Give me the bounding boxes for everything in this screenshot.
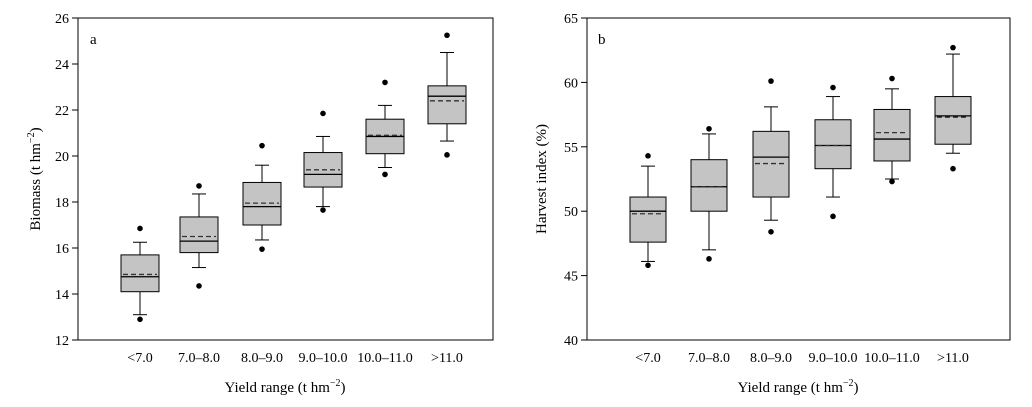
x-category-label-b: 8.0–9.0 [750, 351, 792, 366]
box-b-2 [690, 125, 728, 262]
panel-b: b 40 45 50 55 60 65 <7.0 7.0–8.0 8.0–9.0 9.0–10.… [534, 12, 1011, 396]
box-a-3 [242, 142, 282, 252]
outlier-point [259, 142, 265, 149]
y-axis-title-a: Biomass (t hm−2) [26, 127, 44, 230]
box-iqr [690, 159, 728, 212]
x-category-label-b: 7.0–8.0 [688, 351, 730, 366]
outlier-point [950, 165, 956, 172]
outlier-point [259, 246, 265, 252]
y-tick-label-a: 20 [55, 150, 69, 165]
outlier-point [706, 125, 712, 132]
y-tick-label-b: 50 [564, 205, 578, 220]
panel-label-a: a [90, 32, 97, 48]
box-b-1 [629, 153, 667, 269]
box-b-6 [934, 44, 972, 172]
x-category-label-a: 10.0–11.0 [357, 351, 412, 366]
outlier-point [382, 79, 388, 86]
x-category-label-a: <7.0 [127, 351, 152, 366]
x-axis-title-b: Yield range (t hm−2) [737, 378, 858, 396]
outlier-point [830, 84, 836, 91]
box-a-1 [120, 225, 160, 323]
boxes-a [120, 32, 467, 323]
outlier-point [889, 178, 895, 185]
y-axis-ticks-a: 12 14 16 18 20 22 24 26 [55, 12, 78, 349]
x-axis-categories-b: <7.0 7.0–8.0 8.0–9.0 9.0–10.0 10.0–11.0 >11.0 [635, 351, 969, 366]
y-tick-label-b: 40 [564, 334, 578, 349]
y-tick-label-a: 14 [55, 288, 69, 303]
y-tick-label-a: 12 [55, 334, 69, 349]
y-axis-ticks-b: 40 45 50 55 60 65 [564, 12, 587, 349]
outlier-point [768, 78, 774, 84]
y-tick-label-a: 24 [55, 58, 69, 73]
y-tick-label-a: 26 [55, 12, 69, 27]
outlier-point [889, 75, 895, 82]
box-b-3 [752, 78, 790, 235]
y-tick-label-b: 65 [564, 12, 578, 27]
outlier-point [196, 283, 202, 289]
outlier-point [444, 32, 450, 39]
x-category-label-a: 7.0–8.0 [178, 351, 220, 366]
panel-label-b: b [598, 32, 606, 48]
x-axis-categories-a: <7.0 7.0–8.0 8.0–9.0 9.0–10.0 10.0–11.0 >11.0 [127, 351, 463, 366]
box-iqr [629, 196, 667, 243]
panel-a: a 12 14 16 18 20 22 24 26 <7.0 7.0–8.0 8.0–9.0 9.0… [26, 12, 494, 396]
outlier-point [382, 171, 388, 178]
box-b-4 [814, 84, 852, 220]
outlier-point [768, 229, 774, 235]
plot-area-b [586, 17, 1011, 341]
y-tick-label-b: 55 [564, 141, 578, 156]
box-iqr [120, 254, 160, 293]
box-b-5 [873, 75, 911, 185]
x-category-label-b: 10.0–11.0 [864, 351, 919, 366]
x-category-label-a: 8.0–9.0 [241, 351, 283, 366]
y-axis-title-b: Harvest index (%) [534, 124, 550, 234]
outlier-point [706, 256, 712, 262]
outlier-point [320, 207, 326, 213]
outlier-point [645, 153, 651, 159]
outlier-point [320, 110, 326, 117]
outlier-point [137, 225, 143, 232]
y-tick-label-a: 18 [55, 196, 69, 211]
box-iqr [814, 119, 852, 170]
outlier-point [137, 316, 143, 323]
outlier-point [444, 152, 450, 158]
outlier-point [645, 262, 651, 269]
box-a-5 [365, 79, 405, 178]
y-tick-label-a: 16 [55, 242, 69, 257]
outlier-point [830, 213, 836, 220]
boxes-b [629, 44, 972, 269]
box-iqr [873, 108, 911, 162]
x-category-label-b: >11.0 [937, 351, 969, 366]
outlier-point [950, 44, 956, 51]
box-a-6 [427, 32, 467, 158]
plot-area-a [77, 17, 494, 341]
y-tick-label-b: 60 [564, 76, 578, 91]
x-axis-title-a: Yield range (t hm−2) [224, 378, 345, 396]
y-tick-label-a: 22 [55, 104, 69, 119]
box-a-2 [179, 183, 219, 289]
box-iqr [179, 216, 219, 254]
x-category-label-b: 9.0–10.0 [809, 351, 858, 366]
x-category-label-a: 9.0–10.0 [299, 351, 348, 366]
y-tick-label-b: 45 [564, 270, 578, 285]
outlier-point [196, 183, 202, 189]
x-category-label-b: <7.0 [635, 351, 660, 366]
box-iqr [427, 85, 467, 125]
box-iqr [934, 96, 972, 145]
x-category-label-a: >11.0 [431, 351, 463, 366]
box-a-4 [303, 110, 343, 213]
